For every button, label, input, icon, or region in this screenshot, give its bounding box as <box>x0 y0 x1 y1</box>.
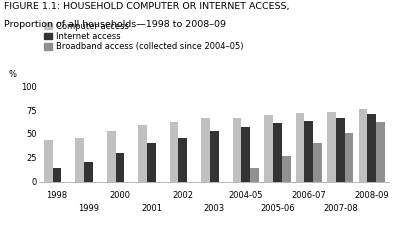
Bar <box>84 162 93 182</box>
Bar <box>327 112 336 182</box>
Text: 2003: 2003 <box>204 204 225 213</box>
Bar <box>44 140 53 182</box>
Bar <box>273 123 282 182</box>
Bar <box>107 131 116 182</box>
Bar <box>179 138 187 182</box>
Text: 2000: 2000 <box>110 191 131 200</box>
Text: 2005-06: 2005-06 <box>260 204 295 213</box>
Bar <box>147 143 156 182</box>
Text: 1998: 1998 <box>46 191 67 200</box>
Bar <box>210 131 219 182</box>
Bar <box>170 123 179 182</box>
Bar <box>367 114 376 182</box>
Bar <box>336 118 345 182</box>
Legend: Computer access, Internet access, Broadband access (collected since 2004–05): Computer access, Internet access, Broadb… <box>44 22 244 51</box>
Bar <box>241 127 250 182</box>
Text: 2007-08: 2007-08 <box>323 204 358 213</box>
Text: 2006-07: 2006-07 <box>291 191 326 200</box>
Text: 2002: 2002 <box>172 191 193 200</box>
Bar <box>138 125 147 182</box>
Bar <box>75 138 84 182</box>
Bar <box>345 133 353 182</box>
Bar <box>304 121 313 182</box>
Text: 2004-05: 2004-05 <box>229 191 263 200</box>
Text: 1999: 1999 <box>78 204 99 213</box>
Bar <box>233 118 241 182</box>
Text: 2001: 2001 <box>141 204 162 213</box>
Bar <box>116 153 124 182</box>
Text: %: % <box>8 70 16 79</box>
Text: FIGURE 1.1: HOUSEHOLD COMPUTER OR INTERNET ACCESS,: FIGURE 1.1: HOUSEHOLD COMPUTER OR INTERN… <box>4 2 289 11</box>
Bar <box>250 168 259 182</box>
Text: Proportion of all households—1998 to 2008–09: Proportion of all households—1998 to 200… <box>4 20 226 30</box>
Bar <box>53 168 62 182</box>
Bar <box>358 109 367 182</box>
Text: 2008-09: 2008-09 <box>355 191 389 200</box>
Bar <box>296 113 304 182</box>
Bar <box>313 143 322 182</box>
Bar <box>201 118 210 182</box>
Bar <box>264 115 273 182</box>
Bar <box>282 156 291 182</box>
Bar <box>376 123 385 182</box>
